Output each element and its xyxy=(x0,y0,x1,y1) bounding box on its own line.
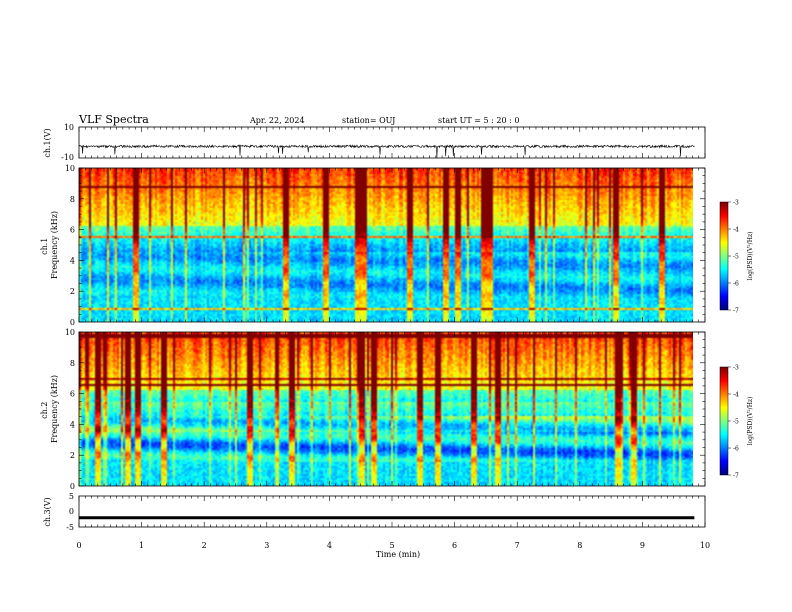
ch1-ytick-bottom: -10 xyxy=(61,153,74,162)
x-tick-label: 1 xyxy=(139,541,144,550)
ch2-spec-ylabel: ch.2 Frequency (kHz) xyxy=(40,375,59,443)
ch1-waveform-trace xyxy=(78,144,695,158)
ch1-spec-ylabel: ch.1 Frequency (kHz) xyxy=(40,211,59,279)
colorbar-tick-label: -4 xyxy=(733,392,739,399)
ch3-waveform-panel: 5 0 -5 ch.3(V) xyxy=(43,492,706,532)
y-tick-label: 8 xyxy=(70,195,75,204)
ch2-colorbar-label: log(PSD)(V²/Hz) xyxy=(747,397,754,446)
y-tick-label: 6 xyxy=(70,390,75,399)
x-tick-label: 8 xyxy=(577,541,582,550)
ch1-ylabel: ch.1(V) xyxy=(43,128,52,157)
colorbar-tick-label: -4 xyxy=(733,227,739,234)
y-tick-label: 4 xyxy=(70,256,75,265)
colorbar-tick-label: -3 xyxy=(733,200,739,207)
x-tick-label: 10 xyxy=(700,541,710,550)
x-tick-label: 5 xyxy=(389,541,394,550)
x-tick-label: 9 xyxy=(640,541,645,550)
y-tick-label: 2 xyxy=(70,451,75,460)
y-tick-label: 4 xyxy=(70,420,75,429)
ch1-freq-ticks: 0 2 4 6 8 10 xyxy=(65,164,705,327)
ch3-ytick-top: 5 xyxy=(69,492,74,501)
ch2-colorbar xyxy=(720,367,728,475)
ch1-spec-xticks xyxy=(78,168,706,322)
y-tick-label: 0 xyxy=(70,482,75,491)
ch1-colorbar xyxy=(720,202,728,310)
y-tick-label: 10 xyxy=(65,328,75,337)
x-tick-label: 3 xyxy=(264,541,269,550)
ch1-spec-ylabel-line2: Frequency (kHz) xyxy=(50,211,59,279)
ch1-spectrogram-image xyxy=(79,168,693,322)
ch2-spec-ylabel-line2: Frequency (kHz) xyxy=(50,375,59,443)
ch2-spec-xticks xyxy=(78,332,706,486)
figure-title: VLF Spectra xyxy=(78,113,149,126)
x-tick-label: 2 xyxy=(202,541,207,550)
ch1-xticks xyxy=(78,127,706,158)
start-time-label: start UT = 5 : 20 : 0 xyxy=(438,116,519,125)
y-tick-label: 6 xyxy=(70,226,75,235)
ch1-waveform-panel: 10 -10 ch.1(V) xyxy=(43,123,706,162)
x-tick-label: 0 xyxy=(76,541,81,550)
ch2-spec-ylabel-line1: ch.2 xyxy=(40,402,49,419)
ch3-ytick-bottom: -5 xyxy=(66,523,74,532)
colorbar-tick-label: -5 xyxy=(733,254,739,261)
ch3-plot-frame xyxy=(78,495,706,528)
ch1-colorbar-ticks: -3 -4 -5 -6 -7 xyxy=(728,200,739,315)
ch1-colorbar-label: log(PSD)(V²/Hz) xyxy=(747,232,754,281)
y-tick-label: 2 xyxy=(70,287,75,296)
x-tick-label: 4 xyxy=(327,541,332,550)
colorbar-tick-label: -5 xyxy=(733,419,739,426)
x-tick-label: 7 xyxy=(515,541,520,550)
ch2-spectrogram-image xyxy=(79,332,693,486)
y-tick-label: 10 xyxy=(65,164,75,173)
y-tick-label: 8 xyxy=(70,359,75,368)
colorbar-tick-label: -7 xyxy=(733,473,739,480)
x-axis-label: Time (min) xyxy=(376,550,420,559)
y-tick-label: 0 xyxy=(70,318,75,327)
ch1-spec-ylabel-line1: ch.1 xyxy=(40,238,49,255)
ch3-ylabel: ch.3(V) xyxy=(43,497,52,526)
x-axis-tick-labels: 0 1 2 3 4 5 6 7 8 9 10 xyxy=(76,541,710,550)
colorbar-tick-label: -6 xyxy=(733,446,739,453)
colorbar-tick-label: -3 xyxy=(733,365,739,372)
colorbar-tick-label: -7 xyxy=(733,308,739,315)
station-label: station= OUJ xyxy=(342,116,395,125)
date-label: Apr. 22, 2024 xyxy=(249,116,305,125)
ch1-plot-frame xyxy=(78,126,706,159)
ch2-colorbar-ticks: -3 -4 -5 -6 -7 xyxy=(728,365,739,480)
x-tick-label: 6 xyxy=(452,541,457,550)
ch3-ytick-mid: 0 xyxy=(69,507,74,516)
ch1-ytick-top: 10 xyxy=(64,123,74,132)
colorbar-tick-label: -6 xyxy=(733,281,739,288)
ch3-xticks xyxy=(78,496,706,527)
ch2-freq-ticks: 0 2 4 6 8 10 xyxy=(65,328,705,491)
